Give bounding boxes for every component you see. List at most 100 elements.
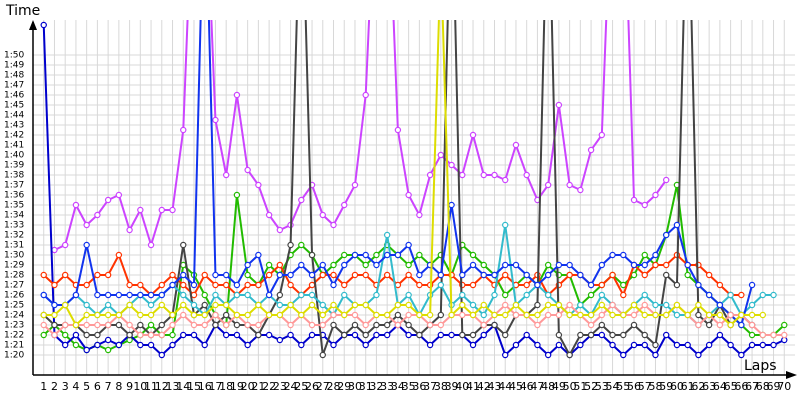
lap-point bbox=[190, 321, 198, 329]
x-tick-label: 37 bbox=[423, 380, 437, 393]
lap-point bbox=[759, 331, 767, 339]
lap-point bbox=[126, 291, 133, 299]
lap-point bbox=[641, 301, 648, 309]
lap-point bbox=[104, 311, 112, 319]
lap-point bbox=[555, 341, 563, 349]
lap-point bbox=[716, 301, 724, 309]
lap-point bbox=[222, 321, 230, 329]
lap-point bbox=[330, 321, 337, 329]
lap-point bbox=[180, 241, 187, 249]
lap-point bbox=[265, 211, 273, 219]
x-tick-label: 27 bbox=[316, 380, 330, 393]
x-tick-label: 28 bbox=[327, 380, 341, 393]
lap-point bbox=[695, 311, 702, 319]
x-tick-label: 52 bbox=[584, 380, 598, 393]
lap-point bbox=[566, 261, 573, 269]
lap-point bbox=[405, 311, 412, 319]
x-tick-label: 61 bbox=[681, 380, 695, 393]
lap-point bbox=[469, 301, 477, 309]
x-tick-label: 7 bbox=[105, 380, 112, 393]
lap-point bbox=[587, 281, 595, 289]
lap-point bbox=[770, 341, 777, 349]
lap-point bbox=[319, 321, 326, 329]
lap-point bbox=[190, 281, 198, 289]
lap-point bbox=[448, 161, 455, 169]
lap-point bbox=[158, 291, 165, 299]
lap-point bbox=[276, 271, 284, 279]
lap-point bbox=[201, 341, 208, 349]
x-tick-label: 67 bbox=[745, 380, 759, 393]
lap-point bbox=[716, 331, 724, 339]
lap-point bbox=[748, 311, 756, 319]
lap-point bbox=[61, 341, 69, 349]
lap-point bbox=[727, 311, 734, 319]
x-tick-label: 53 bbox=[595, 380, 609, 393]
lap-point bbox=[298, 261, 305, 269]
lap-point bbox=[83, 321, 90, 329]
lap-point bbox=[459, 311, 466, 319]
lap-point bbox=[426, 311, 434, 319]
lap-point bbox=[534, 311, 541, 319]
lap-point bbox=[255, 331, 262, 339]
lap-point bbox=[491, 291, 498, 299]
x-tick-label: 70 bbox=[777, 380, 791, 393]
lap-point bbox=[308, 251, 316, 259]
x-tick-label: 9 bbox=[126, 380, 133, 393]
lap-point bbox=[781, 331, 788, 339]
lap-point bbox=[448, 311, 455, 319]
lap-point bbox=[115, 341, 123, 349]
lap-point bbox=[94, 291, 101, 299]
lap-point bbox=[437, 271, 445, 279]
lap-point bbox=[265, 331, 273, 339]
lap-point bbox=[255, 321, 262, 329]
x-tick-label: 69 bbox=[767, 380, 781, 393]
lap-point bbox=[351, 251, 359, 259]
lap-point bbox=[298, 241, 305, 249]
lap-point bbox=[480, 321, 487, 329]
lap-point bbox=[448, 201, 455, 209]
x-tick-label: 64 bbox=[713, 380, 727, 393]
lap-point bbox=[759, 291, 767, 299]
lap-point bbox=[40, 21, 47, 29]
lap-point bbox=[609, 271, 616, 279]
lap-point bbox=[523, 331, 530, 339]
lap-point bbox=[663, 261, 670, 269]
x-tick-label: 56 bbox=[627, 380, 641, 393]
lap-point bbox=[158, 351, 165, 359]
lap-point bbox=[705, 291, 713, 299]
x-tick-label: 59 bbox=[659, 380, 673, 393]
lap-point bbox=[544, 261, 552, 269]
lap-point bbox=[641, 201, 648, 209]
lap-point bbox=[158, 301, 165, 309]
lap-point bbox=[748, 281, 756, 289]
lap-point bbox=[115, 311, 123, 319]
lap-point bbox=[555, 101, 563, 109]
y-tick-label: 1:44 bbox=[4, 111, 24, 121]
lap-point bbox=[341, 201, 348, 209]
lap-point bbox=[298, 341, 305, 349]
lap-point bbox=[212, 291, 219, 299]
lap-point bbox=[137, 321, 144, 329]
lap-point bbox=[609, 331, 616, 339]
x-tick-label: 32 bbox=[369, 380, 383, 393]
lap-point bbox=[416, 331, 423, 339]
lap-point bbox=[104, 291, 112, 299]
x-tick-label: 57 bbox=[638, 380, 652, 393]
lap-point bbox=[115, 291, 123, 299]
lap-point bbox=[51, 311, 58, 319]
lap-point bbox=[383, 271, 391, 279]
lap-point bbox=[276, 226, 284, 234]
lap-point bbox=[319, 211, 326, 219]
x-tick-label: 38 bbox=[434, 380, 448, 393]
x-tick-label: 43 bbox=[487, 380, 501, 393]
lap-point bbox=[115, 191, 123, 199]
x-tick-label: 3 bbox=[62, 380, 69, 393]
lap-point bbox=[137, 311, 144, 319]
lap-point bbox=[738, 321, 745, 329]
lap-point bbox=[319, 311, 326, 319]
lap-point bbox=[276, 311, 284, 319]
lap-point bbox=[459, 301, 466, 309]
lap-point bbox=[684, 341, 691, 349]
y-tick-label: 1:38 bbox=[4, 171, 24, 181]
